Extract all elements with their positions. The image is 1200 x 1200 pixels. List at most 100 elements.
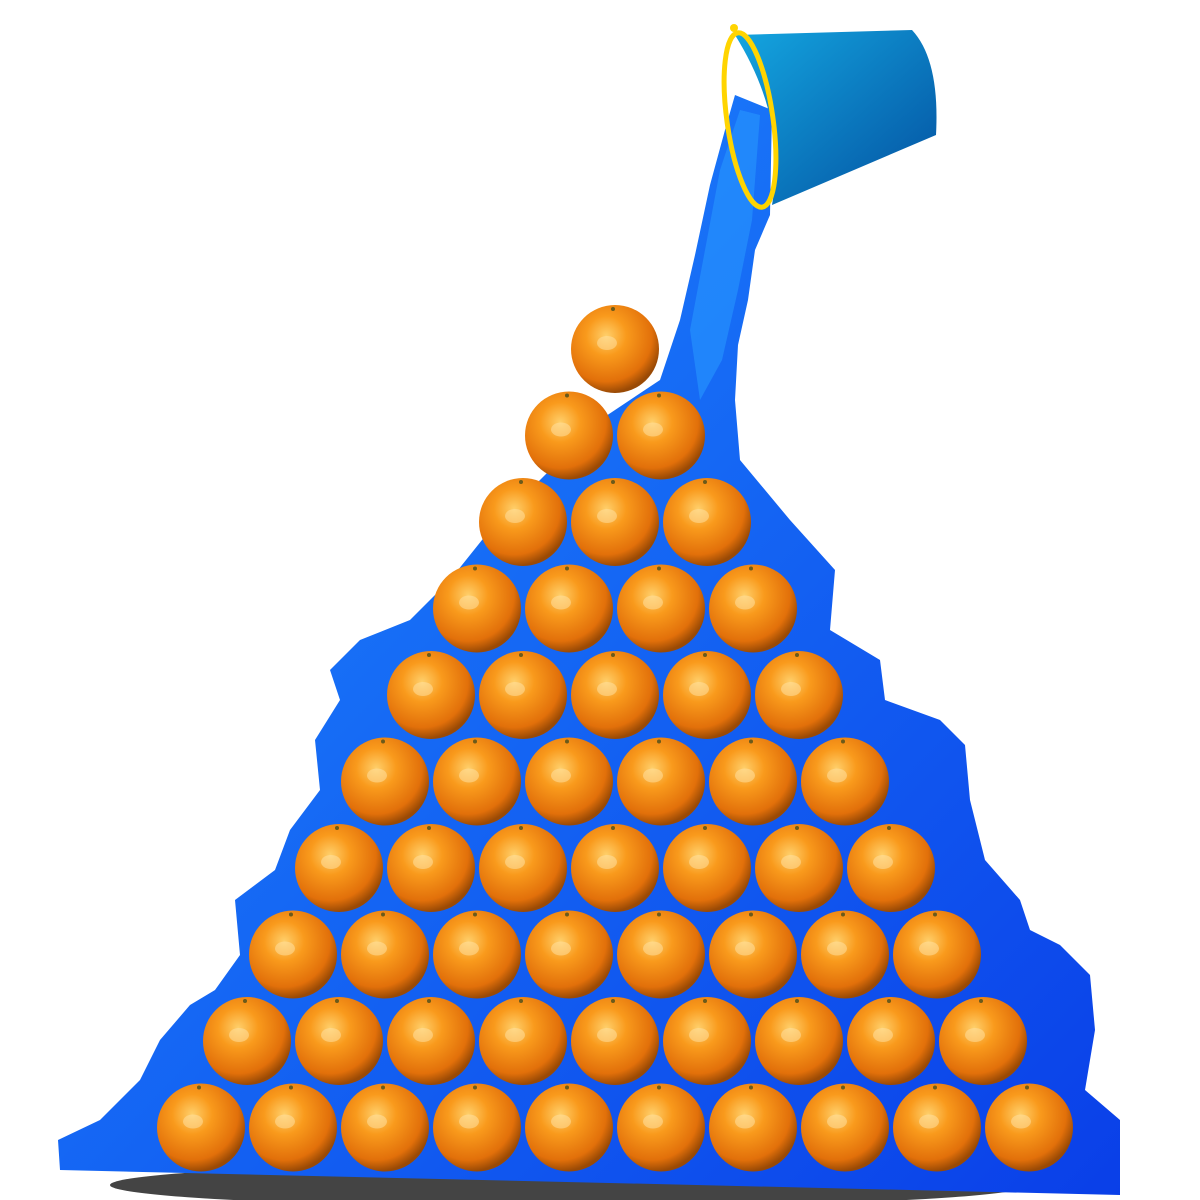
orange-stem [243,999,247,1003]
orange-shine [367,1114,387,1129]
orange [847,997,935,1085]
orange [571,651,659,739]
orange [663,651,751,739]
orange [479,651,567,739]
orange-stem [519,653,523,657]
orange-shine [965,1028,985,1042]
orange-stem [473,912,477,917]
orange-shine [643,768,663,783]
orange-stem [611,999,615,1003]
orange-stem [979,999,983,1003]
orange-shine [229,1028,249,1042]
orange-shine [827,1114,847,1129]
orange-stem [703,826,707,830]
orange-shine [919,1114,939,1129]
orange-stem [749,739,753,744]
orange-shine [597,682,617,696]
orange-stem [197,1085,201,1090]
orange [755,997,843,1085]
orange-shine [781,1028,801,1042]
orange [387,997,475,1085]
orange [801,910,889,999]
orange-pyramid [157,305,1073,1172]
orange-shine [597,509,617,523]
orange [387,824,475,912]
orange-shine [459,595,479,610]
orange-stem [611,826,615,830]
orange [939,997,1027,1085]
orange [433,1083,521,1172]
orange [157,1083,245,1172]
orange-stem [473,739,477,744]
orange-shine [689,682,709,696]
orange [525,910,613,999]
orange-stem [381,912,385,917]
orange-shine [551,941,571,956]
orange-shine [689,855,709,869]
orange [341,1083,429,1172]
orange-stem [289,1085,293,1090]
orange-shine [551,595,571,610]
orange [203,997,291,1085]
orange-shine [505,855,525,869]
orange-stem [565,393,569,398]
orange [663,478,751,566]
orange-stem [473,566,477,571]
orange-shine [827,941,847,956]
bucket-body [735,30,937,205]
orange-shine [321,855,341,869]
orange-stem [703,653,707,657]
orange [617,737,705,826]
orange-stem [841,739,845,744]
orange [433,737,521,826]
orange-shine [275,1114,295,1129]
orange [709,564,797,653]
orange-shine [183,1114,203,1129]
orange-stem [427,653,431,657]
orange [571,824,659,912]
orange [571,305,659,393]
orange [847,824,935,912]
orange-stem [565,1085,569,1090]
orange-stem [427,826,431,830]
orange-stem [657,912,661,917]
orange [479,824,567,912]
orange-stem [795,653,799,657]
orange [985,1083,1073,1172]
orange [249,1083,337,1172]
orange [755,824,843,912]
orange [709,910,797,999]
orange-stem [703,480,707,484]
orange [479,997,567,1085]
orange-shine [459,941,479,956]
orange-shine [689,509,709,523]
orange-stem [841,912,845,917]
orange-stem [289,912,293,917]
orange-stem [381,1085,385,1090]
orange-shine [551,422,571,437]
orange-shine [367,941,387,956]
orange-shine [735,1114,755,1129]
orange-shine [367,768,387,783]
orange-stem [657,393,661,398]
orange-shine [597,855,617,869]
orange-shine [735,595,755,610]
orange-shine [551,1114,571,1129]
bucket-rim [721,30,779,210]
orange-stem [335,826,339,830]
orange-stem [335,999,339,1003]
orange [525,564,613,653]
orange-stem [427,999,431,1003]
orange-shine [643,595,663,610]
orange-stem [749,566,753,571]
orange-shine [505,1028,525,1042]
orange-stem [749,1085,753,1090]
orange-stem [519,999,523,1003]
orange-shine [643,422,663,437]
orange [433,564,521,653]
orange [341,737,429,826]
orange-shine [413,855,433,869]
orange-stem [657,566,661,571]
